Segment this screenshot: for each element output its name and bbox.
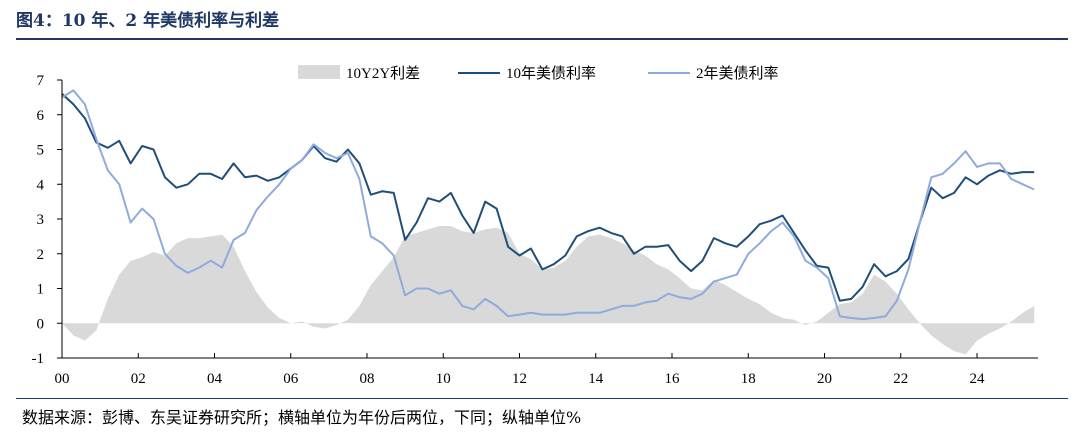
y-tick-label: 0 xyxy=(37,316,45,332)
y-tick-label: 7 xyxy=(37,73,45,89)
x-tick-label: 06 xyxy=(283,371,299,387)
y-tick-label: 1 xyxy=(37,282,45,298)
x-tick-label: 10 xyxy=(436,371,451,387)
y-tick-label: 3 xyxy=(37,212,45,228)
figure-title: 图4：10 年、2 年美债利率与利差 xyxy=(16,11,280,31)
series-line-10y xyxy=(61,93,1035,302)
y-tick-label: 5 xyxy=(37,143,45,159)
x-tick-label: 16 xyxy=(665,371,681,387)
x-tick-label: 00 xyxy=(55,371,70,387)
legend-label: 10Y2Y利差 xyxy=(346,65,420,82)
y-tick-label: 6 xyxy=(37,108,45,124)
source-note: 数据来源：彭博、东吴证券研究所；横轴单位为年份后两位，下同；纵轴单位% xyxy=(22,408,582,427)
x-tick-label: 04 xyxy=(207,371,223,387)
y-tick-label: -1 xyxy=(32,351,45,367)
x-tick-label: 02 xyxy=(131,371,146,387)
legend-swatch-spread xyxy=(298,65,340,79)
y-tick-label: 4 xyxy=(37,177,45,193)
x-tick-label: 24 xyxy=(970,371,986,387)
y-tick-label: 2 xyxy=(37,247,45,263)
series-line-2y xyxy=(61,89,1035,321)
x-tick-label: 20 xyxy=(817,371,832,387)
series-area-spread xyxy=(62,226,1035,355)
x-tick-label: 08 xyxy=(360,371,375,387)
legend-label: 2年美债利率 xyxy=(696,65,779,82)
x-tick-label: 18 xyxy=(741,371,756,387)
x-tick-label: 12 xyxy=(512,371,527,387)
legend-label: 10年美债利率 xyxy=(506,65,596,82)
title-rule xyxy=(16,38,1068,40)
x-tick-label: 14 xyxy=(588,371,604,387)
footer-rule xyxy=(16,398,1068,399)
x-tick-label: 22 xyxy=(893,371,908,387)
